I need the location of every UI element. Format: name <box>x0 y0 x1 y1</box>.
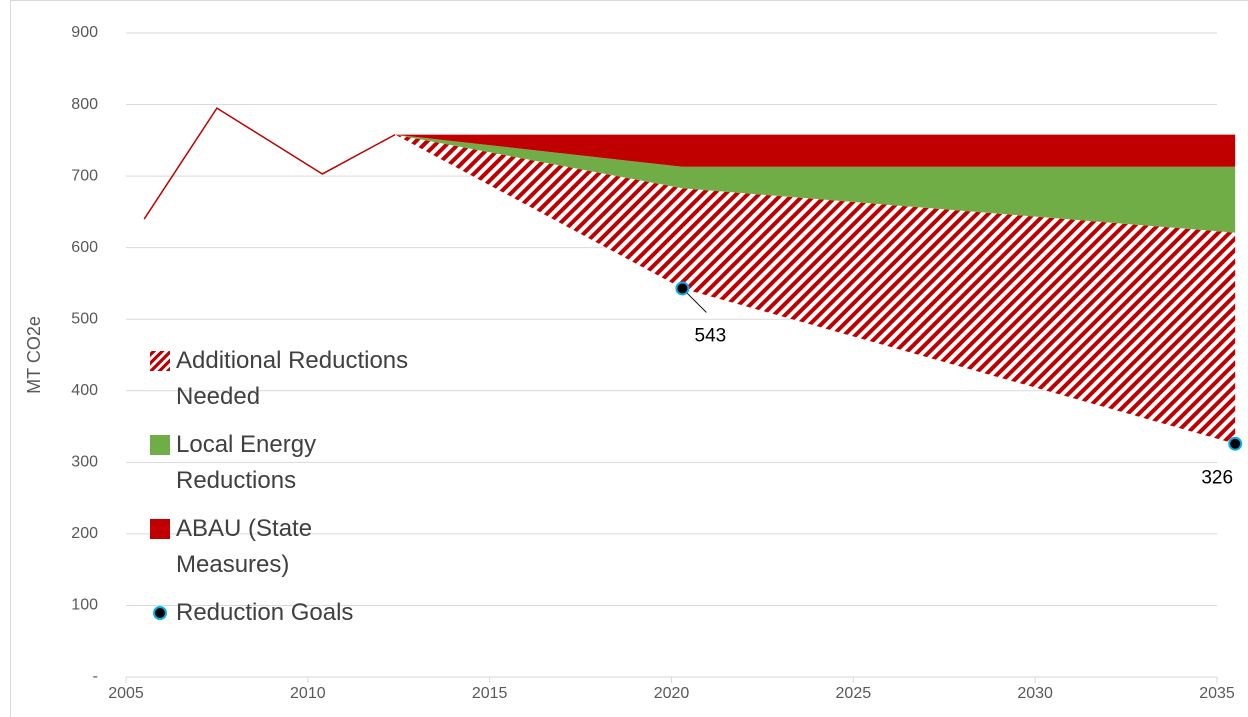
data-label: 326 <box>1201 468 1233 489</box>
y-tick-label: 500 <box>71 310 98 327</box>
legend-item: ABAU (State Measures) <box>146 511 466 583</box>
legend-swatch <box>150 351 170 371</box>
y-axis-label: MT CO2e <box>24 316 44 394</box>
x-tick-label: 2025 <box>836 685 872 702</box>
legend-label: ABAU (State Measures) <box>176 515 313 578</box>
history-line <box>143 107 396 220</box>
legend-swatch <box>150 519 170 539</box>
goal-marker <box>675 281 690 296</box>
area <box>395 134 1236 444</box>
y-tick-label: 900 <box>71 24 98 41</box>
goal-marker <box>1228 436 1243 451</box>
data-label: 543 <box>695 325 727 346</box>
x-tick-label: 2010 <box>290 685 326 702</box>
legend: Additional Reductions Needed Local Energy… <box>146 343 466 643</box>
legend-swatch <box>153 606 167 620</box>
x-tick-label: 2015 <box>472 685 508 702</box>
legend-item: Additional Reductions Needed <box>146 343 466 415</box>
legend-item: Local Energy Reductions <box>146 427 466 499</box>
area <box>395 134 1236 167</box>
legend-item: Reduction Goals <box>146 595 466 631</box>
y-tick-label: 300 <box>71 454 98 471</box>
x-tick-label: 2030 <box>1017 685 1053 702</box>
y-tick-label: 200 <box>71 525 98 542</box>
x-tick-label: 2005 <box>108 685 144 702</box>
legend-label: Local Energy Reductions <box>176 431 317 494</box>
y-tick-label: - <box>93 668 98 685</box>
y-tick-label: 700 <box>71 167 98 184</box>
y-tick-label: 400 <box>71 382 98 399</box>
legend-swatch <box>150 435 170 455</box>
y-tick-label: 100 <box>71 597 98 614</box>
x-tick-label: 2035 <box>1199 685 1235 702</box>
legend-label: Additional Reductions Needed <box>176 347 409 410</box>
area <box>395 134 1236 233</box>
chart-border <box>10 0 1248 717</box>
x-tick-label: 2020 <box>654 685 690 702</box>
y-tick-label: 600 <box>71 239 98 256</box>
y-tick-label: 800 <box>71 96 98 113</box>
legend-label: Reduction Goals <box>176 599 354 626</box>
